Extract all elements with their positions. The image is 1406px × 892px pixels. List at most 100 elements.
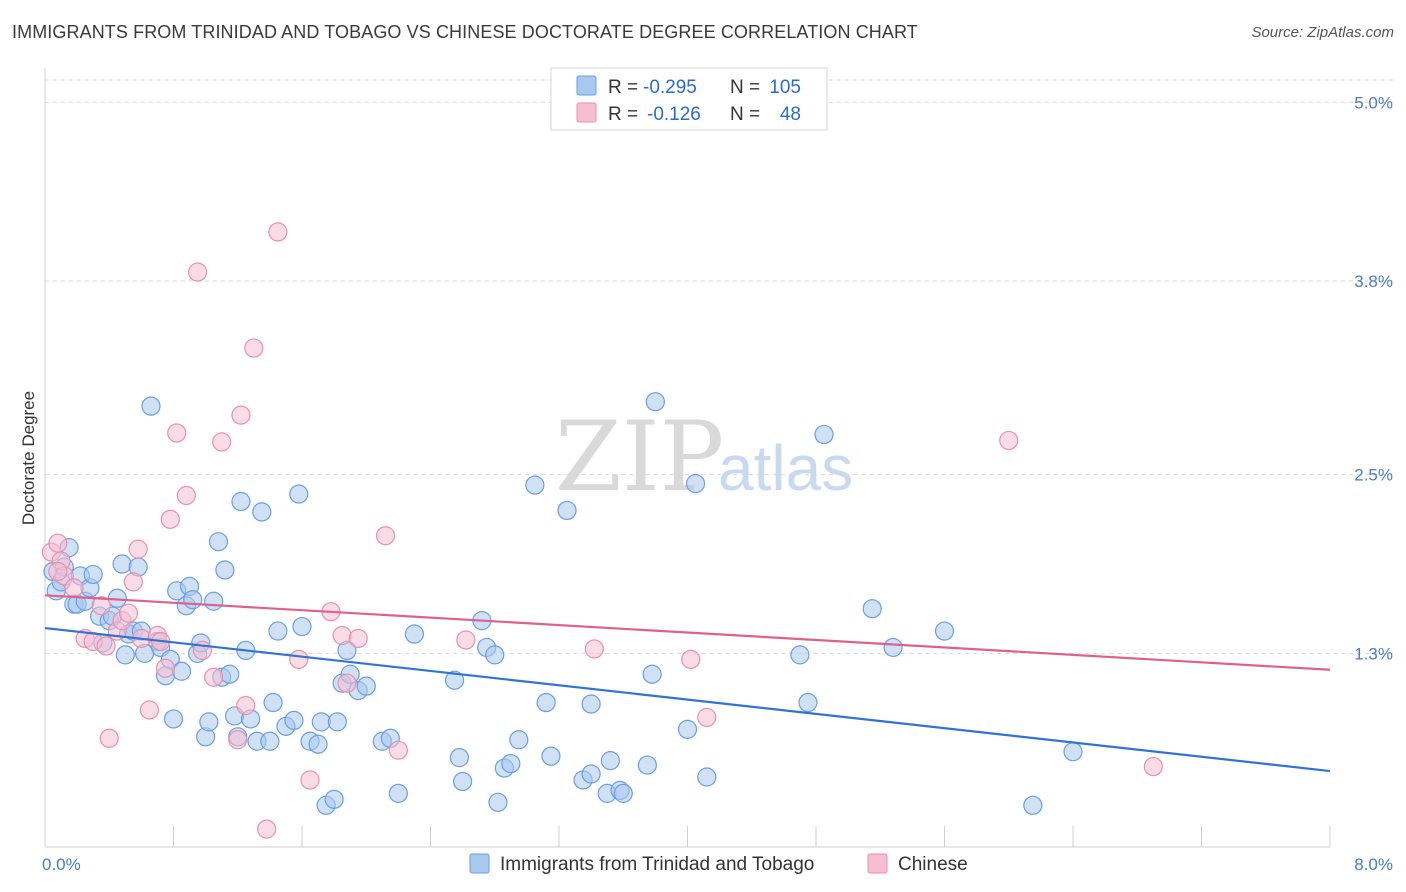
point-chinese bbox=[244, 338, 264, 358]
legend-r-label-1: R = bbox=[608, 104, 638, 125]
point-trinidad bbox=[862, 599, 882, 619]
points-series-chinese bbox=[41, 222, 1163, 839]
point-trinidad bbox=[541, 746, 561, 766]
point-trinidad bbox=[183, 590, 203, 610]
point-trinidad bbox=[444, 670, 465, 690]
bottom-legend-swatch-pink bbox=[867, 853, 888, 874]
point-trinidad bbox=[260, 731, 280, 751]
legend-n-label-0: N = bbox=[730, 77, 760, 98]
point-trinidad bbox=[449, 748, 470, 768]
point-chinese bbox=[118, 603, 139, 623]
point-trinidad bbox=[83, 564, 103, 585]
point-trinidad bbox=[220, 664, 240, 684]
point-trinidad bbox=[292, 616, 312, 637]
point-chinese bbox=[289, 649, 309, 669]
legend-box bbox=[550, 67, 828, 131]
trend-layer bbox=[44, 594, 1331, 773]
point-trinidad bbox=[600, 751, 621, 771]
point-trinidad bbox=[308, 734, 328, 754]
point-chinese bbox=[999, 430, 1019, 451]
legend: R = -0.295 N = 105 R = -0.126 N = 48 bbox=[550, 67, 828, 131]
point-trinidad bbox=[637, 755, 657, 775]
y-tick-label: 2.5% bbox=[1354, 466, 1393, 485]
point-chinese bbox=[48, 561, 68, 582]
bottom-legend-label-0: Immigrants from Trinidad and Tobago bbox=[500, 854, 814, 875]
point-trinidad bbox=[289, 484, 309, 504]
y-tick-label: 1.3% bbox=[1354, 644, 1393, 663]
legend-r-value-0: -0.295 bbox=[643, 77, 697, 98]
point-chinese bbox=[697, 707, 717, 728]
point-chinese bbox=[300, 770, 320, 790]
x-tick-label-min: 0.0% bbox=[42, 855, 81, 874]
point-trinidad bbox=[284, 710, 304, 731]
point-trinidad bbox=[311, 712, 331, 732]
point-chinese bbox=[167, 423, 187, 443]
point-trinidad bbox=[163, 709, 184, 729]
point-chinese bbox=[91, 596, 111, 616]
point-chinese bbox=[212, 432, 232, 452]
point-trinidad bbox=[814, 424, 834, 445]
point-trinidad bbox=[115, 645, 135, 665]
y-tick-label: 3.8% bbox=[1354, 272, 1393, 291]
x-tick-label-max: 8.0% bbox=[1354, 855, 1393, 874]
point-trinidad bbox=[536, 692, 556, 713]
point-trinidad bbox=[231, 491, 251, 512]
point-trinidad bbox=[501, 753, 521, 774]
point-trinidad bbox=[252, 502, 272, 522]
point-trinidad bbox=[790, 645, 810, 665]
trend-line-chinese bbox=[44, 594, 1331, 671]
point-trinidad bbox=[171, 661, 192, 681]
point-trinidad bbox=[327, 712, 347, 732]
point-chinese bbox=[123, 572, 143, 592]
chart-title: IMMIGRANTS FROM TRINIDAD AND TOBAGO VS C… bbox=[12, 22, 918, 42]
watermark-atlas: atlas bbox=[718, 432, 853, 504]
bottom-legend-swatch-blue bbox=[469, 853, 490, 874]
point-chinese bbox=[348, 628, 368, 649]
point-chinese bbox=[332, 625, 352, 646]
point-chinese bbox=[99, 728, 119, 748]
point-trinidad bbox=[697, 767, 717, 787]
point-chinese bbox=[231, 405, 251, 425]
point-chinese bbox=[128, 539, 148, 559]
point-trinidad bbox=[685, 474, 706, 494]
point-chinese bbox=[139, 700, 160, 720]
bottom-legend-label-1: Chinese bbox=[898, 854, 968, 875]
point-chinese bbox=[96, 636, 116, 656]
point-trinidad bbox=[112, 554, 132, 574]
point-chinese bbox=[48, 533, 68, 553]
point-chinese bbox=[388, 740, 408, 760]
point-trinidad bbox=[324, 789, 344, 809]
bottom-legend: Immigrants from Trinidad and Tobago Chin… bbox=[469, 853, 968, 875]
point-trinidad bbox=[215, 560, 235, 580]
point-trinidad bbox=[645, 392, 665, 412]
point-chinese bbox=[681, 649, 701, 669]
legend-r-label-0: R = bbox=[608, 77, 638, 98]
grid-layer bbox=[45, 79, 1395, 654]
point-trinidad bbox=[263, 692, 283, 713]
point-chinese bbox=[160, 509, 180, 529]
point-chinese bbox=[155, 658, 176, 678]
point-chinese bbox=[337, 673, 357, 693]
point-trinidad bbox=[208, 532, 229, 552]
point-chinese bbox=[375, 526, 396, 546]
point-chinese bbox=[268, 222, 288, 242]
point-trinidad bbox=[453, 771, 473, 792]
point-trinidad bbox=[141, 396, 161, 416]
point-trinidad bbox=[525, 475, 545, 495]
point-trinidad bbox=[404, 624, 425, 644]
point-trinidad bbox=[613, 783, 633, 803]
legend-n-label-1: N = bbox=[730, 104, 760, 125]
trend-line-trinidad bbox=[44, 626, 1331, 773]
point-trinidad bbox=[388, 783, 408, 803]
point-trinidad bbox=[485, 645, 505, 665]
axis-layer: 1.3% 2.5% 3.8% 5.0% 0.0% 8.0% bbox=[42, 68, 1393, 874]
point-trinidad bbox=[488, 792, 508, 812]
point-chinese bbox=[64, 578, 84, 598]
y-axis-title: Doctorate Degree bbox=[19, 391, 38, 525]
chart-source: Source: ZipAtlas.com bbox=[1251, 24, 1394, 41]
legend-swatch-pink bbox=[576, 102, 597, 123]
point-trinidad bbox=[557, 500, 577, 521]
point-chinese bbox=[584, 639, 604, 659]
point-chinese bbox=[456, 630, 476, 650]
point-chinese bbox=[204, 667, 224, 687]
